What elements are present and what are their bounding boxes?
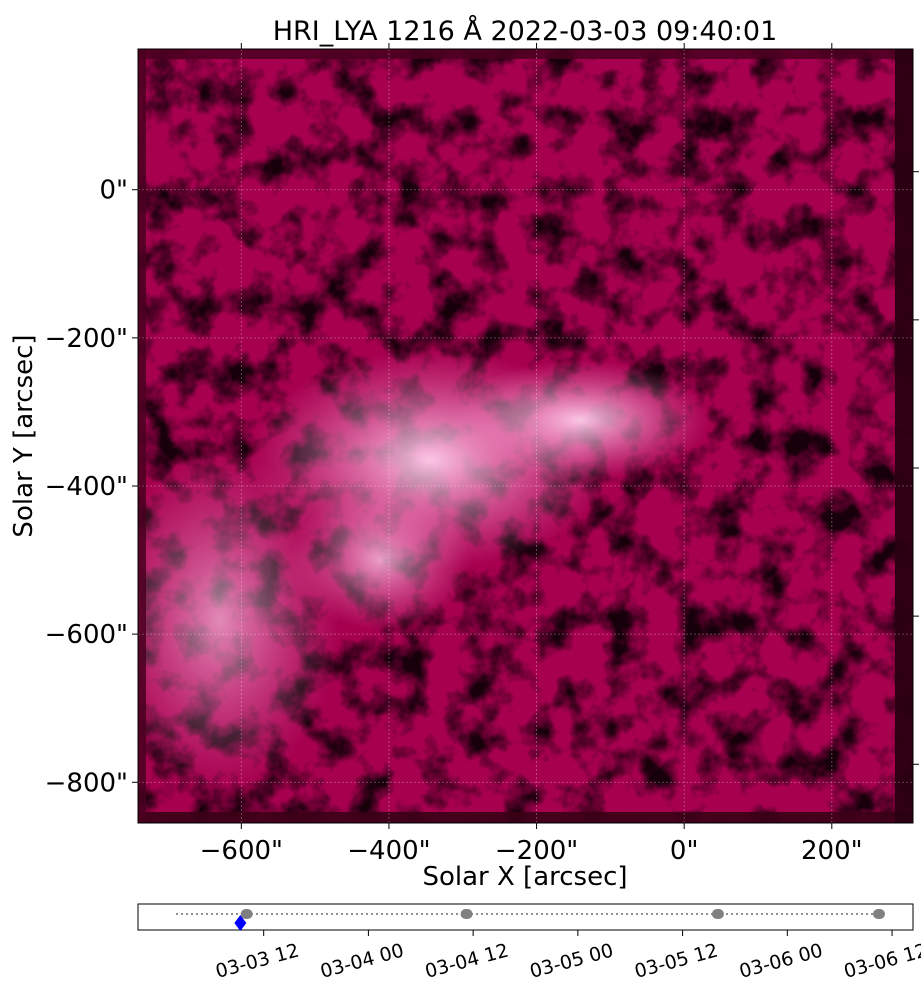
observation-marker: [711, 909, 724, 919]
chart-title: HRI_LYA 1216 Å 2022-03-03 09:40:01: [273, 15, 778, 47]
observation-timeline: 03-03 12 03-04 00 03-04 12 03-05 00 03-05 12…: [137, 903, 921, 983]
x-tick-label: 0": [670, 836, 699, 866]
observation-marker: [240, 909, 253, 919]
x-tick-label: 200": [801, 836, 863, 866]
bright-region: [450, 360, 710, 480]
timeline-marks: [234, 909, 885, 931]
timeline-tick-label: 03-04 00: [318, 939, 406, 982]
image-axis-ticks: −600" −400" −200" 0" 200" 0" −200" −400" −600" −8…: [45, 43, 919, 866]
frame-edge: [138, 812, 913, 823]
timeline-frame: [137, 903, 914, 931]
y-tick-label: −200": [45, 324, 128, 354]
bright-region: [138, 450, 340, 790]
timeline-tick-label: 03-03 12: [213, 939, 301, 982]
timeline-tick-label: 03-06 12: [842, 939, 921, 982]
y-tick-label: −600": [45, 620, 128, 650]
observation-marker: [460, 909, 473, 919]
y-tick-label: −400": [45, 472, 128, 502]
solar-image-plot: −600" −400" −200" 0" 200" 0" −200" −400" −600" −8…: [9, 15, 919, 892]
current-time-marker: [234, 915, 247, 931]
timeline-tick-label: 03-06 00: [737, 939, 825, 982]
x-tick-label: −400": [347, 836, 430, 866]
timeline-tick-label: 03-05 12: [632, 939, 720, 982]
x-tick-label: −600": [200, 836, 283, 866]
timeline-tick-label: 03-05 00: [527, 939, 615, 982]
coordinate-grid: [138, 49, 913, 823]
image-border: [137, 48, 914, 824]
timeline-tick-label: 03-04 12: [423, 939, 511, 982]
frame-edge: [138, 49, 146, 823]
frame-edge: [895, 49, 913, 823]
x-tick-label: −200": [495, 836, 578, 866]
y-axis-label: Solar Y [arcsec]: [9, 334, 39, 537]
timeline-ticks: 03-03 12 03-04 00 03-04 12 03-05 00 03-05 12…: [213, 930, 921, 983]
frame-edge: [138, 49, 913, 59]
bright-region: [290, 490, 470, 630]
observation-marker: [873, 909, 885, 919]
x-axis-label: Solar X [arcsec]: [422, 862, 627, 892]
y-tick-label: 0": [99, 176, 128, 206]
y-tick-label: −800": [45, 768, 128, 798]
